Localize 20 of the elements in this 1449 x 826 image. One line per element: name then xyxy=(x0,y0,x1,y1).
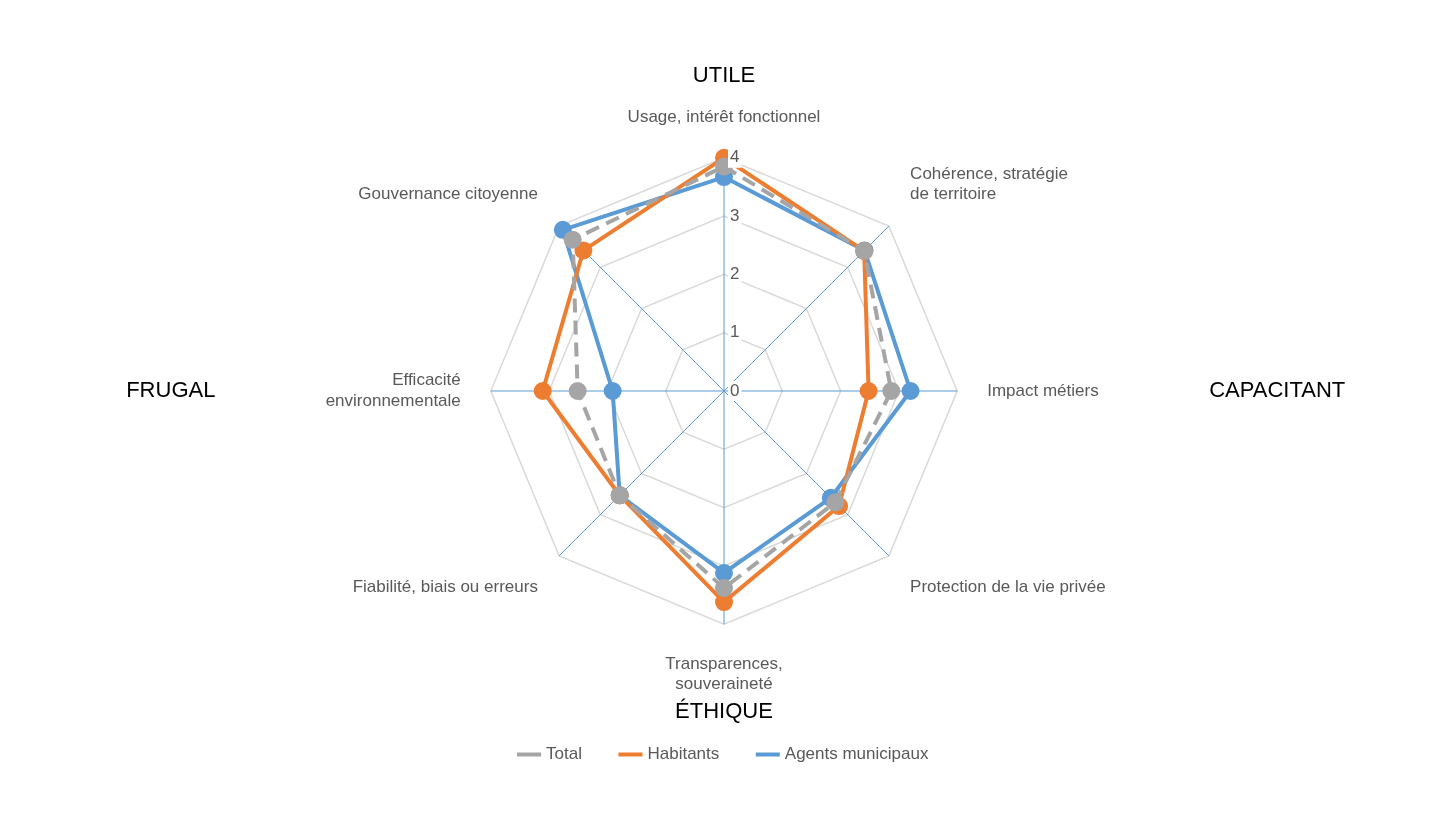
y-tick-label: 4 xyxy=(730,147,740,167)
y-tick-label: 3 xyxy=(730,205,740,225)
legend-label: Habitants xyxy=(647,744,720,764)
spoke-label: Gouvernance citoyenne xyxy=(358,184,538,204)
y-tick-label: 0 xyxy=(730,380,740,400)
text: ÉTHIQUE xyxy=(675,698,773,724)
spoke-label: Protection de la vie privée xyxy=(910,577,1106,596)
text: FRUGAL xyxy=(126,377,216,403)
text: UTILE xyxy=(692,61,756,87)
spoke-label: Transparences, souveraineté xyxy=(665,654,783,694)
spoke-label: Efficacité environnementale xyxy=(325,370,461,410)
spoke-label: Fiabilité, biais ou erreurs xyxy=(352,577,538,596)
text: CAPACITANT xyxy=(1209,377,1346,403)
y-tick-label: 2 xyxy=(730,264,740,284)
y-tick-label: 1 xyxy=(730,322,740,342)
legend-label: Agents municipaux xyxy=(784,744,929,764)
legend-label: Total xyxy=(546,744,582,764)
spoke-label: Usage, intérêt fonctionnel xyxy=(627,107,821,127)
spoke-label: Impact métiers xyxy=(987,380,1099,400)
spoke-label: Cohérence, stratégie de territoire xyxy=(910,163,1068,204)
